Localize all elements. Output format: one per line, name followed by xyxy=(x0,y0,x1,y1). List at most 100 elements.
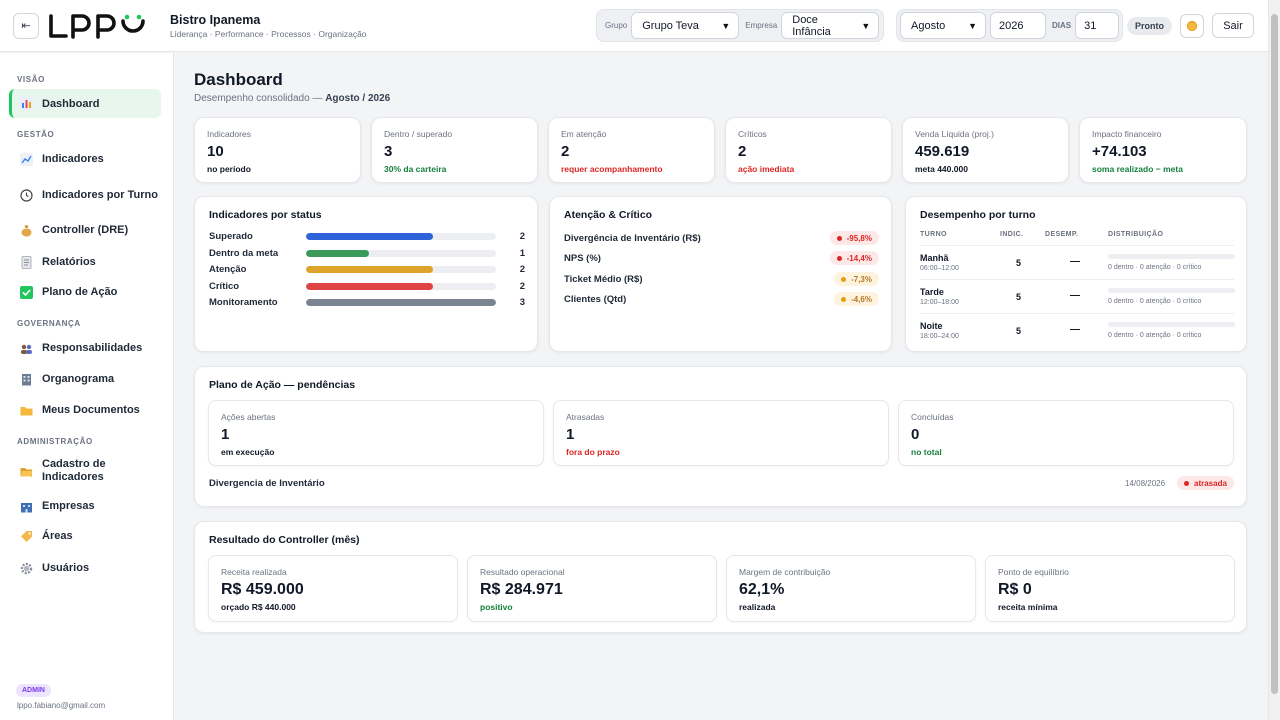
turno-header-indic: INDIC. xyxy=(1000,231,1024,238)
turno-header-turno: TURNO xyxy=(920,231,947,238)
sidebar-item-usuarios[interactable]: Usuários xyxy=(9,559,161,577)
status-row: Dentro da meta 1 xyxy=(209,247,525,259)
turno-name: Tarde xyxy=(920,287,944,297)
controller-equilibrio-card: Ponto de equilíbrio R$ 0 receita mínima xyxy=(985,555,1235,622)
month-select[interactable]: Agosto ▼ xyxy=(900,12,986,39)
sidebar-item-label: Indicadores por Turno xyxy=(42,188,158,201)
controller-card: Resultado do Controller (mês) Receita re… xyxy=(194,521,1247,633)
plano-atrasadas-card[interactable]: Atrasadas 1 fora do prazo xyxy=(553,400,889,466)
kpi-value: 10 xyxy=(207,143,224,160)
dias-label: DIAS xyxy=(1052,21,1072,30)
sidebar-item-indicadores[interactable]: Indicadores xyxy=(9,150,161,168)
turno-name: Manhã xyxy=(920,253,949,263)
sidebar-item-responsabilidades[interactable]: Responsabilidades xyxy=(9,339,161,357)
controller-sub: realizada xyxy=(739,602,776,612)
sidebar-item-dashboard[interactable]: Dashboard xyxy=(9,89,161,118)
kpi-card-atencao: Em atenção 2 requer acompanhamento xyxy=(548,117,715,183)
sidebar-item-cadastro-indicadores[interactable]: Cadastro de Indicadores xyxy=(9,456,161,486)
kpi-sub: no período xyxy=(207,164,251,174)
plano-sub: em execução xyxy=(221,447,275,457)
plano-concluidas-card[interactable]: Concluídas 0 no total xyxy=(898,400,1234,466)
kpi-card-criticos: Críticos 2 ação imediata xyxy=(725,117,892,183)
clock-icon xyxy=(19,188,33,202)
pendencia-item-name[interactable]: Divergencia de Inventário xyxy=(209,478,325,489)
sidebar-item-relatorios[interactable]: Relatórios xyxy=(9,253,161,271)
status-row: Atenção 2 xyxy=(209,263,525,275)
turno-desemp: — xyxy=(1070,290,1080,301)
period-filters: Agosto ▼ 2026 DIAS 31 xyxy=(896,9,1124,42)
status-bar-fill xyxy=(306,249,369,257)
sidebar-item-label: Usuários xyxy=(42,562,90,574)
sidebar-item-meus-documentos[interactable]: Meus Documentos xyxy=(9,401,161,419)
sidebar-item-controller[interactable]: Controller (DRE) xyxy=(9,221,161,239)
controller-card-title: Resultado do Controller (mês) xyxy=(209,534,360,546)
kpi-card-dentro: Dentro / superado 3 30% da carteira xyxy=(371,117,538,183)
plano-value: 1 xyxy=(566,426,575,443)
plano-value: 1 xyxy=(221,426,230,443)
sidebar-item-label: Plano de Ação xyxy=(42,286,118,298)
grupo-select-value: Grupo Teva xyxy=(642,19,699,32)
scrollbar-thumb[interactable] xyxy=(1271,14,1278,694)
kpi-sub: 30% da carteira xyxy=(384,164,447,174)
people-icon xyxy=(19,341,33,355)
section-governanca: GOVERNANÇA xyxy=(17,319,81,328)
brand: Bistro Ipanema Liderança · Performance ·… xyxy=(170,13,367,39)
attention-row[interactable]: Clientes (Qtd) -4,6% xyxy=(564,292,879,306)
empresa-label: Empresa xyxy=(745,21,778,30)
grupo-select[interactable]: Grupo Teva ▼ xyxy=(631,12,740,39)
kpi-sub: ação imediata xyxy=(738,164,795,174)
controller-receita-card: Receita realizada R$ 459.000 orçado R$ 4… xyxy=(208,555,458,622)
sidebar-item-organograma[interactable]: Organograma xyxy=(9,370,161,388)
attention-value: -4,6% xyxy=(851,294,872,304)
lppo-logo-icon xyxy=(49,13,145,39)
sidebar: VISÃO Dashboard GESTÃO Indicadores Indic… xyxy=(0,53,174,720)
status-card-title: Indicadores por status xyxy=(209,209,322,221)
logout-button[interactable]: Sair xyxy=(1212,13,1254,38)
collapse-icon: ⇤ xyxy=(21,20,31,32)
sidebar-item-label: Empresas xyxy=(42,500,95,512)
controller-label: Ponto de equilíbrio xyxy=(998,567,1069,577)
tag-icon xyxy=(19,529,33,543)
attention-badge: -95,8% xyxy=(829,231,879,245)
collapse-sidebar-button[interactable]: ⇤ xyxy=(13,12,39,39)
attention-row[interactable]: NPS (%) -14,4% xyxy=(564,251,879,265)
folder-open-icon xyxy=(19,464,33,478)
dias-input[interactable]: 31 xyxy=(1075,12,1120,39)
page-scrollbar[interactable] xyxy=(1268,0,1280,720)
sidebar-item-areas[interactable]: Áreas xyxy=(9,527,161,545)
kpi-value: 3 xyxy=(384,143,393,160)
status-bar-track xyxy=(306,265,496,273)
bar-chart-icon xyxy=(19,97,33,111)
controller-margem-card: Margem de contribuição 62,1% realizada xyxy=(726,555,976,622)
sidebar-item-indicadores-turno[interactable]: Indicadores por Turno xyxy=(9,180,161,210)
turno-hours: 18:00–24:00 xyxy=(920,333,959,340)
money-bag-icon xyxy=(19,223,33,237)
sidebar-item-plano-acao[interactable]: Plano de Ação xyxy=(9,283,161,301)
pendencia-status: atrasada xyxy=(1194,478,1227,488)
status-count: 2 xyxy=(519,263,525,275)
status-row: Crítico 2 xyxy=(209,280,525,292)
kpi-label: Indicadores xyxy=(207,129,251,139)
turno-distribution-bar xyxy=(1108,288,1235,293)
chevron-down-icon: ▼ xyxy=(721,20,731,31)
attention-value: -95,8% xyxy=(846,233,872,243)
attention-indicator-name: Divergência de Inventário (R$) xyxy=(564,232,701,244)
attention-badge: -14,4% xyxy=(829,251,879,265)
kpi-label: Críticos xyxy=(738,129,767,139)
sidebar-item-label: Controller (DRE) xyxy=(42,224,129,236)
attention-row[interactable]: Divergência de Inventário (R$) -95,8% xyxy=(564,231,879,245)
status-bar-fill xyxy=(306,298,496,306)
page-subtitle: Desempenho consolidado — Agosto / 2026 xyxy=(194,93,390,104)
status-name: Superado xyxy=(209,230,253,242)
plano-abertas-card[interactable]: Ações abertas 1 em execução xyxy=(208,400,544,466)
kpi-sub: soma realizado − meta xyxy=(1092,164,1183,174)
sidebar-item-empresas[interactable]: Empresas xyxy=(9,497,161,515)
theme-toggle-button[interactable] xyxy=(1180,14,1204,38)
kpi-sub: requer acompanhamento xyxy=(561,164,663,174)
plano-label: Atrasadas xyxy=(566,412,605,422)
status-name: Crítico xyxy=(209,280,240,292)
year-input[interactable]: 2026 xyxy=(990,12,1046,39)
attention-row[interactable]: Ticket Médio (R$) -7,3% xyxy=(564,272,879,286)
attention-indicator-name: Clientes (Qtd) xyxy=(564,293,627,305)
empresa-select[interactable]: Doce Infância ▼ xyxy=(781,12,880,39)
